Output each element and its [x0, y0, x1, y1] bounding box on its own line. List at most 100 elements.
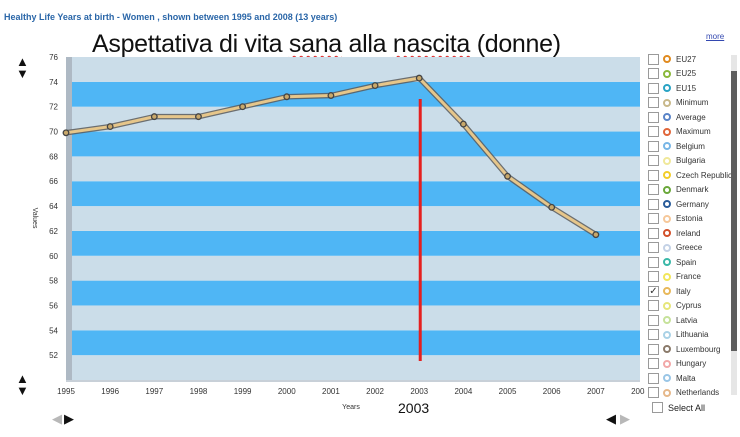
y-axis-label: Values	[31, 208, 38, 229]
legend-item[interactable]: Czech Republic	[648, 168, 734, 183]
more-link[interactable]: more	[706, 32, 725, 41]
annotation-label: 2003	[398, 400, 430, 416]
legend-item[interactable]: Netherlands	[648, 386, 734, 398]
legend-checkbox[interactable]	[648, 314, 659, 326]
legend-item[interactable]: EU27	[648, 52, 734, 67]
legend-checkbox[interactable]	[648, 213, 659, 225]
legend-item[interactable]: Average	[648, 110, 734, 125]
x-axis-label: Years	[342, 404, 360, 411]
x-tick-label: 1998	[190, 387, 208, 396]
legend-scrollbar[interactable]	[731, 55, 737, 395]
legend-checkbox[interactable]	[648, 169, 659, 181]
grid-band	[66, 330, 640, 356]
select-all-label: Select All	[668, 402, 706, 413]
legend-label: Spain	[676, 257, 697, 267]
legend-item[interactable]: Ireland	[648, 226, 734, 241]
legend-item[interactable]: Maximum	[648, 125, 734, 140]
legend-item[interactable]: Denmark	[648, 183, 734, 198]
legend-marker-icon	[663, 185, 671, 194]
x-tick-label: 1997	[145, 387, 163, 396]
legend-item[interactable]: Latvia	[648, 313, 734, 328]
legend-label: Czech Republic	[676, 170, 733, 180]
legend-item[interactable]: Lithuania	[648, 328, 734, 343]
legend-checkbox[interactable]	[648, 343, 659, 355]
scroll-down-arrow-icon[interactable]: ▼	[16, 66, 29, 81]
y-tick-label: 56	[49, 301, 58, 310]
y-tick-label: 64	[49, 202, 58, 211]
legend-checkbox[interactable]	[648, 271, 659, 283]
select-all-checkbox[interactable]	[652, 402, 663, 413]
scroll-down-arrow-icon[interactable]: ▼	[16, 383, 29, 398]
legend-checkbox[interactable]	[648, 82, 659, 94]
scroll-left-arrow-icon[interactable]: ◀	[52, 411, 62, 426]
legend-checkbox[interactable]	[648, 387, 659, 398]
scroll-up-arrow-icon[interactable]: ▲	[16, 54, 29, 69]
legend-item[interactable]: EU15	[648, 81, 734, 96]
legend-checkbox[interactable]	[648, 97, 659, 109]
scroll-up-arrow-icon[interactable]: ▲	[16, 371, 29, 386]
legend-marker-icon	[663, 113, 671, 122]
x-tick-label: 2000	[278, 387, 296, 396]
grid-band	[66, 280, 640, 306]
legend-marker-icon	[663, 214, 671, 223]
legend-item[interactable]: Minimum	[648, 96, 734, 111]
legend-checkbox[interactable]	[648, 242, 659, 254]
legend-item[interactable]: Hungary	[648, 357, 734, 372]
legend-item[interactable]: Spain	[648, 255, 734, 270]
legend-label: Cyprus	[676, 301, 702, 311]
grid-band	[66, 230, 640, 256]
legend-marker-icon	[663, 156, 671, 165]
x-tick-label: 2008	[631, 387, 645, 396]
legend-marker-icon	[663, 272, 671, 281]
legend-checkbox[interactable]	[648, 358, 659, 370]
legend-item[interactable]: Germany	[648, 197, 734, 212]
legend-checkbox[interactable]	[648, 155, 659, 167]
legend-checkbox[interactable]	[648, 227, 659, 239]
legend-checkbox[interactable]	[648, 329, 659, 341]
legend-item[interactable]: ✓ Italy	[648, 284, 734, 299]
legend-item[interactable]: Belgium	[648, 139, 734, 154]
legend-scroll-thumb[interactable]	[731, 71, 737, 351]
legend-marker-icon	[663, 316, 671, 325]
legend-item[interactable]: Cyprus	[648, 299, 734, 314]
data-point	[327, 92, 335, 99]
legend-checkbox[interactable]	[648, 372, 659, 384]
legend-marker-icon	[663, 374, 671, 383]
legend-checkbox[interactable]	[648, 53, 659, 65]
legend-marker-icon	[663, 301, 671, 310]
legend-checkbox[interactable]: ✓	[648, 285, 659, 297]
legend-checkbox[interactable]	[648, 184, 659, 196]
scroll-right-arrow-icon[interactable]: ▶	[620, 411, 630, 426]
x-tick-label: 1996	[101, 387, 119, 396]
legend-checkbox[interactable]	[648, 300, 659, 312]
legend-marker-icon	[663, 171, 671, 180]
legend-label: Italy	[676, 286, 691, 296]
legend-checkbox[interactable]	[648, 198, 659, 210]
legend-item[interactable]: Bulgaria	[648, 154, 734, 169]
legend-marker-icon	[663, 243, 671, 252]
legend-item[interactable]: Malta	[648, 371, 734, 386]
scroll-right-arrow-icon[interactable]: ▶	[64, 411, 74, 426]
y-tick-label: 54	[49, 326, 58, 335]
select-all[interactable]: Select All	[652, 402, 705, 413]
legend-marker-icon	[663, 200, 671, 209]
legend-item[interactable]: Estonia	[648, 212, 734, 227]
legend-checkbox[interactable]	[648, 111, 659, 123]
legend-checkbox[interactable]	[648, 126, 659, 138]
scroll-left-arrow-icon[interactable]: ◀	[606, 411, 616, 426]
legend-marker-icon	[663, 345, 671, 354]
legend-label: EU25	[676, 69, 697, 79]
legend-checkbox[interactable]	[648, 140, 659, 152]
data-point	[459, 120, 467, 128]
legend-item[interactable]: EU25	[648, 67, 734, 82]
legend-marker-icon	[663, 84, 671, 93]
legend-item[interactable]: France	[648, 270, 734, 285]
legend-checkbox[interactable]	[648, 256, 659, 268]
y-tick-label: 72	[49, 103, 58, 112]
title-part: Aspettativa di vita	[92, 30, 289, 58]
legend-checkbox[interactable]	[648, 68, 659, 80]
legend-marker-icon	[663, 98, 671, 107]
series-layer	[62, 74, 600, 239]
legend-item[interactable]: Luxembourg	[648, 342, 734, 357]
legend-item[interactable]: Greece	[648, 241, 734, 256]
